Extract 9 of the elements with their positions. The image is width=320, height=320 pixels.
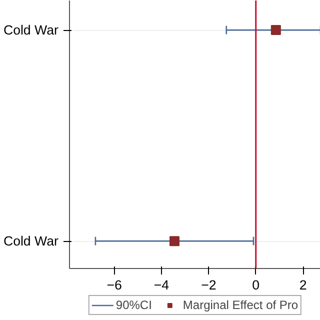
x-tick-label: −2 bbox=[201, 278, 216, 292]
x-tick-label: 2 bbox=[299, 278, 307, 292]
text: 90%CI bbox=[116, 298, 152, 312]
y-tick-label: Cold War bbox=[3, 22, 60, 38]
x-tick-label: −6 bbox=[106, 278, 122, 292]
legend-label: Marginal Effect of Pro bbox=[182, 298, 298, 312]
x-tick-label: 0 bbox=[252, 278, 260, 292]
x-tick-label: −4 bbox=[154, 278, 170, 292]
y-tick-label: Cold War bbox=[3, 234, 60, 249]
